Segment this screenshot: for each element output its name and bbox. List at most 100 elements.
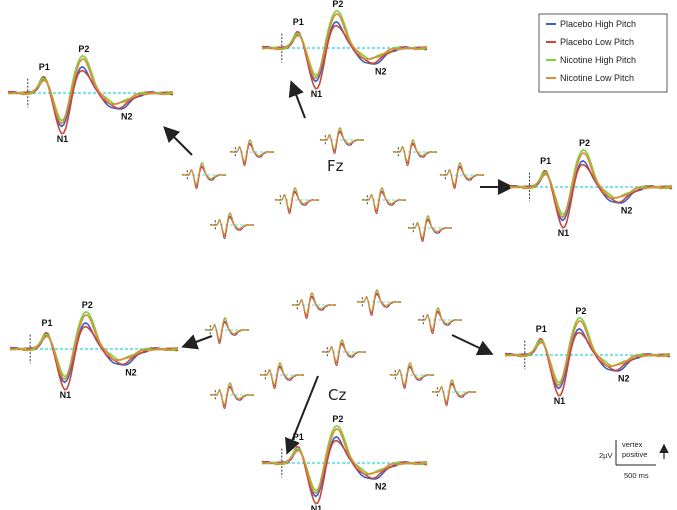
series-line [504,320,671,387]
series-line [261,425,428,492]
panel-fz-top: P1 N1 P2 N2 [261,0,428,99]
electrode-trace [291,292,337,320]
series-line [261,10,428,77]
series-line [389,362,435,385]
electrode-trace [407,215,453,243]
series-line [210,382,254,406]
component-label-p2: P2 [575,306,586,316]
legend-label: Placebo Low Pitch [560,37,634,47]
series-line [7,69,174,135]
panel-fz-left: P1 N1 P2 N2 [7,44,174,144]
series-line [274,187,320,210]
series-line [431,383,476,407]
series-line [9,314,179,381]
component-label-p1: P1 [293,432,304,442]
series-line [439,162,485,185]
electrode-label-fz: Fz [327,157,344,175]
electrode-trace [321,339,367,367]
electrode-trace [259,362,305,390]
series-line [319,127,365,150]
series-line [7,65,174,128]
series-line [432,380,476,403]
electrode-trace [392,139,438,167]
panel-arrows [163,80,514,455]
scale-bar-amplitude: 2µV [599,451,613,460]
electrode-trace [319,127,365,155]
scale-bar-polarity-1: vertex [622,440,643,449]
electrode-trace [356,289,402,317]
electrode-trace [209,381,255,410]
series-line [431,379,477,402]
series-line [440,163,484,186]
electrode-trace [274,187,320,215]
component-label-p2: P2 [332,0,343,9]
series-line [209,381,255,405]
legend-box [538,13,668,93]
component-label-n1: N1 [311,504,323,510]
series-line [356,289,402,312]
series-line [322,340,366,363]
component-label-n2: N2 [621,205,633,215]
legend-label: Nicotine High Pitch [560,55,636,65]
series-line [274,191,319,215]
component-label-n2: N2 [375,481,387,491]
series-line [504,317,671,384]
series-line [509,152,673,219]
series-line [9,311,179,378]
series-line [261,20,428,83]
component-label-n2: N2 [618,373,630,383]
series-line [210,212,254,236]
electrode-trace [417,307,463,335]
component-label-n1: N1 [60,390,72,400]
series-line [417,307,463,330]
component-label-p1: P1 [536,324,547,334]
series-line [9,325,179,391]
arrow-cz-left [181,334,213,350]
series-line [182,162,226,186]
series-line [181,161,227,185]
series-line [321,339,367,362]
component-label-p1: P1 [293,17,304,27]
series-line [361,187,407,210]
electrode-trace [229,138,275,167]
series-line [230,139,274,163]
series-line [504,331,671,397]
component-label-n1: N1 [311,89,323,99]
electrode-label-cz: Cz [328,386,346,404]
series-line [259,366,304,390]
series-line [408,216,452,239]
component-label-p1: P1 [540,156,551,166]
series-line [389,366,434,390]
panel-cz-right: P1 N1 P2 N2 [504,306,671,406]
series-line [390,363,434,386]
panel-fz-right: P1 N1 P2 N2 [509,138,673,238]
component-label-p1: P1 [41,318,52,328]
enlarged-waveform-panels: P1 N1 P2 N2 P1 N1 P2 N2 P1 N1 P2 N2 P1 N1 P2 N2 P1 N1 P2 N2… [7,0,673,510]
series-line [259,362,305,385]
electrode-trace [389,362,435,390]
series-line [292,293,336,316]
legend: Placebo High Pitch Placebo Low Pitch Nicot… [538,13,668,93]
electrode-trace [361,187,407,215]
series-line [417,311,462,335]
series-line [393,140,437,163]
series-line [321,343,366,367]
series-line [275,188,319,211]
electrode-trace [431,379,477,407]
component-label-p2: P2 [78,44,89,54]
electrode-trace [209,211,255,240]
component-label-p2: P2 [332,414,343,424]
series-line [209,211,255,235]
panel-cz-left: P1 N1 P2 N2 [9,300,179,400]
arrow-fz-top [288,80,306,119]
component-label-n2: N2 [125,367,137,377]
panel-cz-bottom: P1 N1 P2 N2 [261,414,428,510]
component-label-n2: N2 [121,111,133,121]
scale-bar: 2µV vertex positive 500 ms [599,440,669,480]
component-label-p1: P1 [39,62,50,72]
series-line [229,143,274,167]
series-line [439,166,484,190]
series-line [356,293,401,317]
series-line [407,215,453,238]
